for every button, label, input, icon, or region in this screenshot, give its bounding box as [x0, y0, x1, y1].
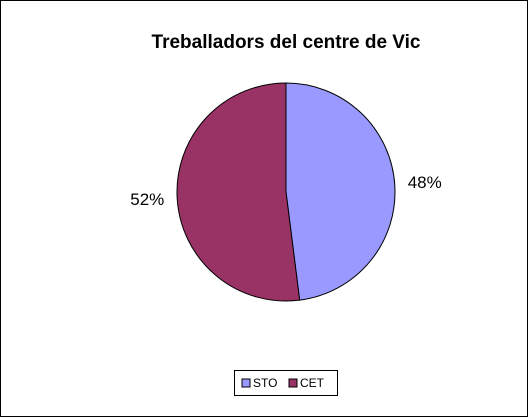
data-label: 52% [130, 190, 164, 209]
legend-label: STO [253, 376, 277, 390]
pie-slice [285, 82, 396, 301]
pie-slice [176, 82, 301, 302]
data-label: 48% [408, 173, 442, 192]
chart-title: Treballadors del centre de Vic [152, 32, 421, 53]
legend-label: CET [300, 376, 325, 390]
legend-swatch [288, 378, 298, 388]
legend-box [234, 370, 338, 396]
legend-swatch [241, 378, 251, 388]
